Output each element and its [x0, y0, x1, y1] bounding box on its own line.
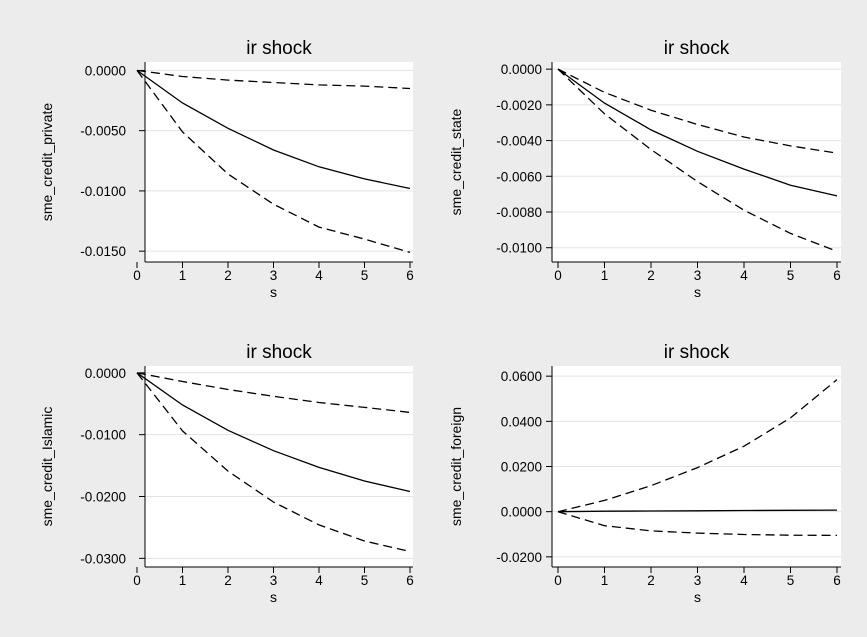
confidence-band-line — [557, 68, 838, 154]
impulse-response-line — [557, 509, 838, 513]
confidence-band-line — [557, 379, 838, 513]
x-tick-label: 2 — [224, 573, 232, 588]
plot-area — [145, 366, 413, 567]
y-tick-label: -0.0100 — [80, 184, 126, 199]
x-tick-label: 3 — [694, 268, 702, 283]
plot-area — [145, 62, 413, 262]
x-tick-label: 1 — [179, 573, 187, 588]
y-tick-label: -0.0050 — [80, 124, 126, 139]
x-tick-label: 0 — [554, 573, 562, 588]
x-tick-label: 4 — [740, 268, 748, 283]
x-tick-label: 0 — [554, 268, 562, 283]
x-tick-label: 5 — [361, 268, 369, 283]
y-tick-label: 0.0000 — [501, 505, 542, 520]
panel-title: ir shock — [664, 38, 730, 59]
x-tick-label: 4 — [315, 268, 323, 283]
x-tick-label: 1 — [179, 268, 187, 283]
x-tick-label: 0 — [133, 573, 141, 588]
x-tick-label: 2 — [647, 268, 655, 283]
y-tick-label: -0.0150 — [80, 244, 126, 259]
panel-title: ir shock — [246, 38, 312, 59]
x-tick-label: 5 — [787, 573, 795, 588]
x-tick-label: 2 — [647, 573, 655, 588]
x-tick-label: 6 — [833, 573, 841, 588]
x-tick-label: 4 — [740, 573, 748, 588]
y-axis-label: sme_credit_state — [448, 108, 464, 215]
x-tick-label: 3 — [694, 573, 702, 588]
y-tick-label: -0.0300 — [80, 551, 126, 566]
confidence-band-line — [557, 511, 838, 537]
plot-area — [552, 62, 841, 262]
y-tick-label: -0.0020 — [496, 98, 542, 113]
x-tick-label: 4 — [315, 573, 323, 588]
confidence-band-line — [557, 68, 838, 252]
x-tick-label: 3 — [270, 573, 278, 588]
y-tick-label: 0.0400 — [501, 414, 542, 429]
x-tick-label: 1 — [601, 573, 609, 588]
y-tick-label: 0.0000 — [85, 63, 126, 78]
confidence-band-line — [136, 372, 411, 414]
x-axis-label: s — [270, 284, 277, 300]
x-axis-label: s — [694, 284, 701, 300]
y-tick-label: -0.0040 — [496, 134, 542, 149]
y-tick-label: -0.0100 — [80, 428, 126, 443]
x-tick-label: 5 — [361, 573, 369, 588]
x-tick-label: 5 — [787, 268, 795, 283]
x-axis-label: s — [694, 589, 701, 605]
y-tick-label: -0.0200 — [80, 489, 126, 504]
impulse-response-line — [136, 372, 411, 493]
y-tick-label: -0.0060 — [496, 169, 542, 184]
x-tick-label: 6 — [406, 573, 414, 588]
y-tick-label: 0.0000 — [85, 366, 126, 381]
impulse-response-line — [136, 69, 411, 190]
chart-panel: 0.0000 -0.0020 -0.0040 -0.0060 -0.0080 -0.010… — [448, 38, 841, 300]
y-tick-label: 0.0200 — [501, 460, 542, 475]
y-tick-label: -0.0200 — [496, 550, 542, 565]
chart-panel: 0.0000 -0.0100 -0.0200 -0.0300 0 1 2 3 4 5 6 ir sho… — [39, 342, 414, 605]
y-axis-label: sme_credit_Islamic — [39, 407, 55, 527]
y-tick-label: 0.0600 — [501, 369, 542, 384]
chart-panels: 0.0000 -0.0050 -0.0100 -0.0150 0 1 2 3 4 5 6 ir sho… — [39, 38, 841, 605]
chart-panel: 0.0600 0.0400 0.0200 0.0000 -0.0200 0 1 2 3 4 5 6 ir… — [448, 342, 841, 605]
y-axis-label: sme_credit_foreign — [448, 407, 464, 526]
chart-panel: 0.0000 -0.0050 -0.0100 -0.0150 0 1 2 3 4 5 6 ir sho… — [39, 38, 414, 300]
impulse-response-line — [557, 68, 838, 197]
x-tick-label: 0 — [133, 268, 141, 283]
confidence-band-line — [136, 69, 411, 90]
y-tick-label: 0.0000 — [501, 62, 542, 77]
x-tick-label: 1 — [601, 268, 609, 283]
panel-title: ir shock — [664, 342, 730, 363]
x-tick-label: 6 — [833, 268, 841, 283]
x-axis-label: s — [270, 589, 277, 605]
x-tick-label: 3 — [270, 268, 278, 283]
panel-title: ir shock — [246, 342, 312, 363]
y-tick-label: -0.0080 — [496, 205, 542, 220]
confidence-band-line — [136, 372, 411, 553]
y-axis-label: sme_credit_private — [39, 103, 55, 221]
x-tick-label: 6 — [406, 268, 414, 283]
x-tick-label: 2 — [224, 268, 232, 283]
confidence-band-line — [136, 70, 411, 254]
y-tick-label: -0.0100 — [496, 241, 542, 256]
